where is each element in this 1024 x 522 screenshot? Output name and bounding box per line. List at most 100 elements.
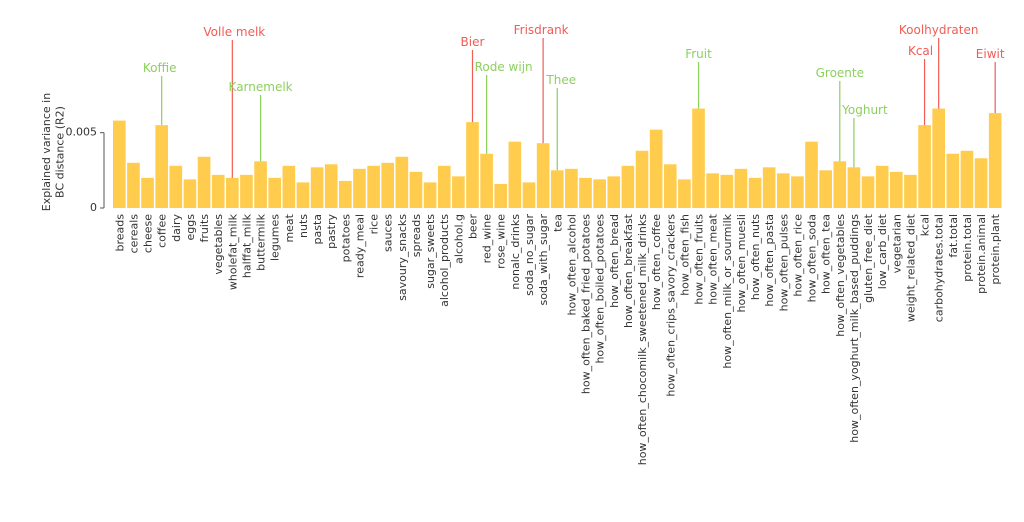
x-tick-label: dairy	[170, 214, 183, 242]
bar-cereals	[127, 162, 140, 208]
bar-how-often-nuts	[748, 177, 762, 208]
x-tick-label: vegetarian	[890, 214, 903, 273]
x-tick-label: protein.plant	[989, 213, 1002, 284]
bar-how-often-vegetables	[833, 161, 847, 208]
y-tick-label: 0	[90, 201, 97, 214]
bar-nuts	[296, 182, 310, 208]
bar-protein-total	[960, 150, 974, 208]
bar-soda-with-sugar	[536, 143, 550, 208]
annotation-label: Kcal	[908, 44, 933, 58]
bar-how-often-meat	[706, 173, 719, 208]
bar-cheese	[141, 177, 154, 208]
bar-how-often-fruits	[692, 108, 705, 208]
annotation-label: Eiwit	[976, 47, 1005, 61]
x-tick-label: soda_with_sugar	[537, 214, 550, 306]
bar-vegetables	[211, 174, 225, 208]
x-tick-label: how_often_nuts	[749, 214, 762, 300]
annotation-label: Karnemelk	[229, 80, 293, 94]
annotation-label: Fruit	[685, 47, 712, 61]
x-tick-label: nonalc_drinks	[509, 214, 522, 290]
x-tick-label: alcohol.g	[452, 214, 465, 264]
bar-wholefat-milk	[226, 177, 239, 208]
x-tick-label: sugar_sweets	[424, 214, 437, 289]
bar-how-often-breakfast	[621, 165, 635, 208]
x-tick-label: how_often_pasta	[763, 214, 776, 307]
bar-pastry	[324, 164, 338, 208]
x-tick-label: how_often_bread	[608, 214, 621, 308]
bar-sauces	[381, 162, 395, 208]
bar-meat	[282, 165, 296, 208]
bar-how-often-chocomilk-sweetened-milk-drinks	[635, 150, 649, 208]
bar-how-often-yoghurt-milk-based-puddings	[847, 167, 861, 208]
bar-spreads	[409, 171, 423, 208]
bar-pasta	[310, 167, 324, 208]
annotation-label: Yoghurt	[841, 103, 888, 117]
x-tick-label: tea	[551, 214, 564, 232]
x-tick-label: pastry	[325, 214, 338, 249]
bar-red-wine	[480, 153, 493, 208]
bar-dairy	[169, 165, 183, 208]
x-tick-label: how_often_milk_or_sourmilk	[721, 213, 734, 368]
x-tick-label: how_often_coffee	[650, 214, 663, 310]
bar-how-often-milk-or-sourmilk	[720, 174, 734, 208]
bar-potatoes	[339, 180, 352, 208]
bar-how-often-bread	[607, 176, 621, 208]
bars	[113, 108, 1002, 208]
x-tick-label: rice	[368, 214, 381, 235]
bar-ready-meal	[353, 168, 366, 208]
bar-soda-no-sugar	[522, 182, 536, 208]
x-tick-label: eggs	[184, 214, 197, 241]
x-tick-label: how_often_muesli	[735, 214, 748, 312]
bar-nonalc-drinks	[508, 141, 522, 208]
bar-beer	[466, 122, 479, 208]
x-tick-label: how_often_alcohol	[565, 214, 578, 316]
bar-how-often-fish	[678, 179, 691, 208]
bar-protein-plant	[988, 113, 1002, 208]
x-tick-label: fat.total	[947, 214, 960, 258]
bar-legumes	[268, 177, 282, 208]
x-tick-label: buttermilk	[255, 213, 268, 271]
x-tick-label: how_often_baked_fried_potatoes	[580, 214, 593, 394]
bar-how-often-alcohol	[565, 168, 578, 208]
x-tick-label: how_often_meat	[707, 213, 720, 304]
bar-breads	[113, 120, 126, 208]
bar-alcohol-products	[437, 165, 451, 208]
x-tick-label: red_wine	[481, 214, 494, 264]
x-tick-label: how_often_soda	[806, 214, 819, 302]
x-tick-label: sauces	[382, 214, 395, 252]
bar-savoury-snacks	[395, 156, 409, 208]
x-tick-label: potatoes	[339, 214, 352, 263]
bar-vegetarian	[889, 171, 903, 208]
bar-how-often-pasta	[762, 167, 776, 208]
bar-halffat-milk	[240, 174, 253, 208]
annotation-label: Frisdrank	[514, 23, 569, 37]
y-tick-label: 0.005	[66, 126, 98, 139]
x-tick-label: soda_no_sugar	[523, 214, 536, 296]
x-tick-label: how_often_pulses	[777, 214, 790, 312]
annotation-label: Thee	[545, 73, 576, 87]
bar-buttermilk	[254, 161, 267, 208]
bar-protein-animal	[974, 158, 988, 208]
bar-alcohol-g	[452, 176, 465, 208]
bar-coffee	[155, 125, 169, 208]
x-tick-label: how_often_tea	[820, 214, 833, 294]
annotation-label: Bier	[461, 35, 485, 49]
bar-how-often-crips-savory-crackers	[663, 164, 677, 208]
x-tick-labels: breads cereals cheese coffee dairy eggs fruits…	[113, 213, 1002, 465]
x-tick-label: how_often_fruits	[693, 214, 706, 305]
y-axis-label: Explained variance inBC distance (R2)	[40, 93, 67, 211]
axes: Explained variance inBC distance (R2) 0 0…	[40, 93, 105, 214]
x-tick-label: breads	[113, 214, 126, 252]
x-tick-label: coffee	[156, 214, 169, 248]
x-tick-label: protein.animal	[975, 214, 988, 294]
x-tick-label: halffat_milk	[240, 213, 253, 278]
bar-rice	[367, 165, 380, 208]
x-tick-label: meat	[283, 213, 296, 242]
annotations: Koffie Volle melk Karnemelk Bier Rode wijn Fr…	[143, 23, 1005, 178]
x-tick-label: fruits	[198, 214, 211, 243]
bar-weight-related-diet	[904, 174, 917, 208]
x-tick-label: protein.total	[961, 214, 974, 282]
x-tick-label: rose_wine	[495, 214, 508, 269]
bar-how-often-soda	[805, 141, 818, 208]
annotation-label: Groente	[816, 66, 864, 80]
